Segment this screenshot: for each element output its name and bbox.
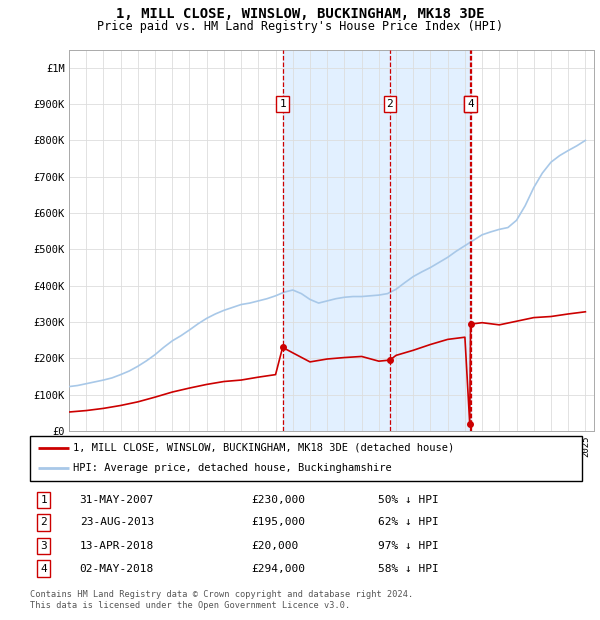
Text: 1, MILL CLOSE, WINSLOW, BUCKINGHAM, MK18 3DE (detached house): 1, MILL CLOSE, WINSLOW, BUCKINGHAM, MK18…	[73, 443, 454, 453]
Text: 58% ↓ HPI: 58% ↓ HPI	[378, 564, 439, 574]
Text: 1: 1	[40, 495, 47, 505]
Text: 4: 4	[40, 564, 47, 574]
Text: Price paid vs. HM Land Registry's House Price Index (HPI): Price paid vs. HM Land Registry's House …	[97, 20, 503, 33]
Text: 31-MAY-2007: 31-MAY-2007	[80, 495, 154, 505]
Text: 1: 1	[279, 99, 286, 109]
Text: 4: 4	[467, 99, 474, 109]
Text: £20,000: £20,000	[251, 541, 298, 551]
Text: 1, MILL CLOSE, WINSLOW, BUCKINGHAM, MK18 3DE: 1, MILL CLOSE, WINSLOW, BUCKINGHAM, MK18…	[116, 7, 484, 22]
Text: 02-MAY-2018: 02-MAY-2018	[80, 564, 154, 574]
Text: HPI: Average price, detached house, Buckinghamshire: HPI: Average price, detached house, Buck…	[73, 463, 392, 474]
Bar	[283, 50, 470, 431]
Text: 2: 2	[386, 99, 393, 109]
Text: 50% ↓ HPI: 50% ↓ HPI	[378, 495, 439, 505]
Text: 62% ↓ HPI: 62% ↓ HPI	[378, 518, 439, 528]
Text: 3: 3	[40, 541, 47, 551]
Text: £294,000: £294,000	[251, 564, 305, 574]
Text: 13-APR-2018: 13-APR-2018	[80, 541, 154, 551]
Text: £230,000: £230,000	[251, 495, 305, 505]
Text: Contains HM Land Registry data © Crown copyright and database right 2024.
This d: Contains HM Land Registry data © Crown c…	[30, 590, 413, 609]
Text: 2: 2	[40, 518, 47, 528]
Text: 3: 3	[466, 99, 473, 109]
Text: 97% ↓ HPI: 97% ↓ HPI	[378, 541, 439, 551]
Text: £195,000: £195,000	[251, 518, 305, 528]
Text: 23-AUG-2013: 23-AUG-2013	[80, 518, 154, 528]
